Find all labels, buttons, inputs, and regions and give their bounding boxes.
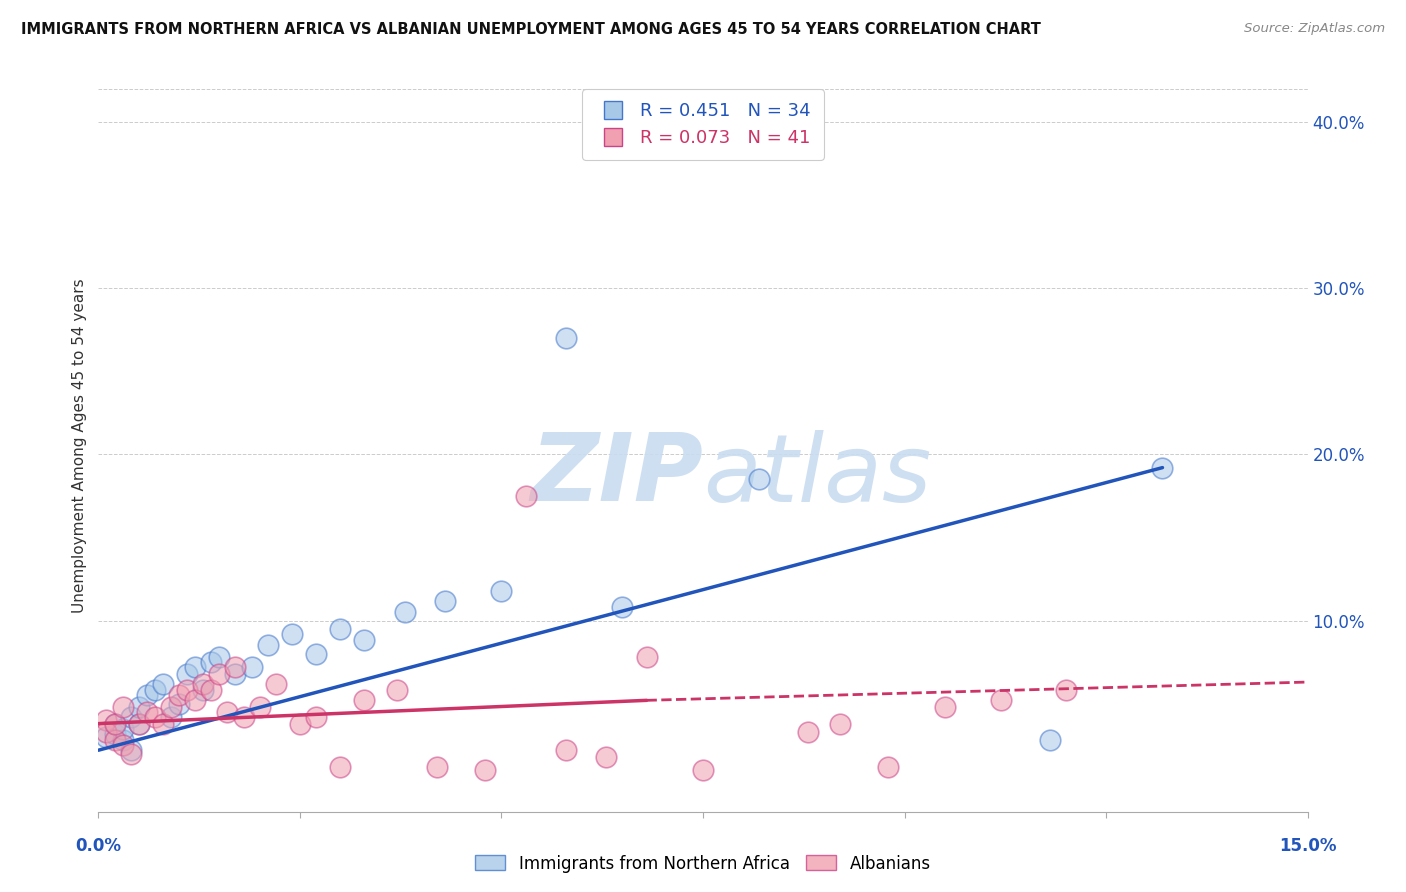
Point	[692, 763, 714, 777]
Text: 15.0%: 15.0%	[1279, 837, 1336, 855]
Point	[240, 660, 263, 674]
Point	[636, 650, 658, 665]
Point	[176, 666, 198, 681]
Point	[160, 700, 183, 714]
Legend: R = 0.451   N = 34, R = 0.073   N = 41: R = 0.451 N = 34, R = 0.073 N = 41	[582, 89, 824, 160]
Point	[828, 716, 851, 731]
Point	[128, 716, 150, 731]
Text: Source: ZipAtlas.com: Source: ZipAtlas.com	[1244, 22, 1385, 36]
Legend: Immigrants from Northern Africa, Albanians: Immigrants from Northern Africa, Albania…	[468, 848, 938, 880]
Point	[612, 600, 634, 615]
Text: ZIP: ZIP	[530, 429, 703, 521]
Point	[135, 705, 157, 719]
Point	[748, 472, 770, 486]
Point	[288, 716, 311, 731]
Point	[103, 726, 125, 740]
Point	[305, 647, 328, 661]
Point	[184, 693, 207, 707]
Point	[394, 605, 416, 619]
Point	[208, 666, 231, 681]
Point	[103, 716, 125, 731]
Point	[353, 693, 375, 707]
Point	[96, 730, 118, 744]
Point	[111, 733, 134, 747]
Point	[1152, 460, 1174, 475]
Point	[176, 683, 198, 698]
Point	[877, 760, 900, 774]
Point	[232, 710, 254, 724]
Point	[111, 722, 134, 736]
Point	[208, 650, 231, 665]
Point	[120, 743, 142, 757]
Text: IMMIGRANTS FROM NORTHERN AFRICA VS ALBANIAN UNEMPLOYMENT AMONG AGES 45 TO 54 YEA: IMMIGRANTS FROM NORTHERN AFRICA VS ALBAN…	[21, 22, 1040, 37]
Point	[224, 660, 246, 674]
Point	[595, 749, 617, 764]
Point	[152, 676, 174, 690]
Point	[990, 693, 1012, 707]
Point	[474, 763, 496, 777]
Point	[135, 689, 157, 703]
Point	[555, 331, 578, 345]
Point	[217, 705, 239, 719]
Point	[555, 743, 578, 757]
Point	[103, 716, 125, 731]
Point	[167, 697, 190, 711]
Point	[111, 700, 134, 714]
Text: atlas: atlas	[703, 430, 931, 521]
Point	[426, 760, 449, 774]
Point	[143, 710, 166, 724]
Point	[200, 655, 222, 669]
Point	[353, 633, 375, 648]
Point	[200, 683, 222, 698]
Point	[329, 760, 352, 774]
Point	[193, 676, 215, 690]
Point	[1054, 683, 1077, 698]
Point	[96, 725, 118, 739]
Point	[103, 733, 125, 747]
Point	[128, 716, 150, 731]
Point	[111, 738, 134, 752]
Point	[434, 593, 457, 607]
Point	[797, 725, 820, 739]
Point	[256, 639, 278, 653]
Y-axis label: Unemployment Among Ages 45 to 54 years: Unemployment Among Ages 45 to 54 years	[72, 278, 87, 614]
Point	[281, 627, 304, 641]
Point	[120, 747, 142, 761]
Point	[160, 710, 183, 724]
Point	[120, 710, 142, 724]
Point	[184, 660, 207, 674]
Point	[1039, 733, 1062, 747]
Point	[96, 714, 118, 728]
Text: 0.0%: 0.0%	[76, 837, 121, 855]
Point	[305, 710, 328, 724]
Point	[224, 666, 246, 681]
Point	[143, 683, 166, 698]
Point	[249, 700, 271, 714]
Point	[515, 489, 537, 503]
Point	[934, 700, 956, 714]
Point	[128, 700, 150, 714]
Point	[193, 683, 215, 698]
Point	[264, 676, 287, 690]
Point	[167, 689, 190, 703]
Point	[491, 583, 513, 598]
Point	[385, 683, 408, 698]
Point	[152, 716, 174, 731]
Point	[329, 622, 352, 636]
